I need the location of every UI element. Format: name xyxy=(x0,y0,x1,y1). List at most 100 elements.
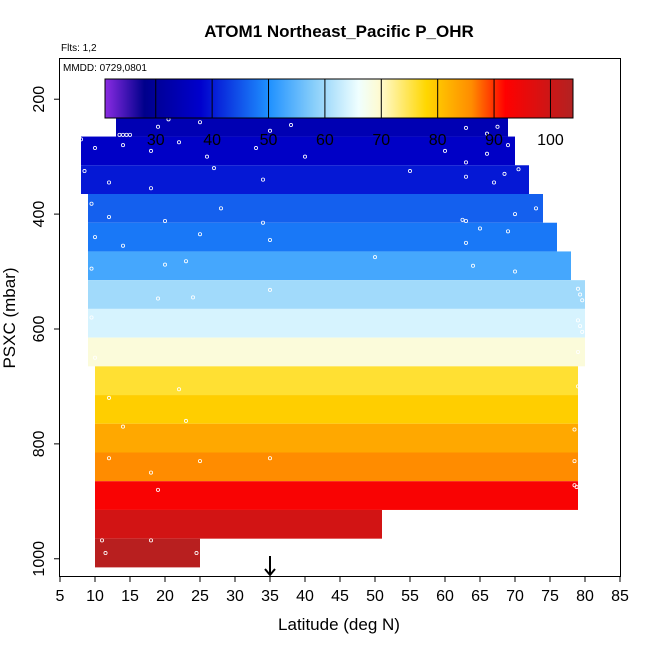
sample-point xyxy=(155,296,160,301)
marker-head xyxy=(264,568,276,577)
colorbar-tick-label: 60 xyxy=(316,132,334,149)
latitude-marker-arrow xyxy=(264,556,276,577)
sample-point xyxy=(93,146,98,151)
colorbar-tick-label: 30 xyxy=(147,132,165,149)
sample-point xyxy=(155,487,160,492)
x-axis-label: Latitude (deg N) xyxy=(278,615,400,634)
sample-point xyxy=(89,201,94,206)
sample-point xyxy=(107,456,112,461)
sample-point xyxy=(578,292,583,297)
sample-point xyxy=(267,456,272,461)
sample-point xyxy=(477,226,482,231)
sample-point xyxy=(491,180,496,185)
sample-point xyxy=(267,287,272,292)
x-tick-label: 15 xyxy=(121,588,139,605)
heatmap-row-8 xyxy=(88,308,585,338)
sample-point xyxy=(267,128,272,133)
colorbar-gradient xyxy=(104,78,574,119)
sample-point xyxy=(148,470,153,475)
sample-point xyxy=(267,237,272,242)
x-tick-label: 30 xyxy=(226,588,244,605)
heatmap-row-16 xyxy=(95,538,200,568)
sample-point xyxy=(162,218,167,223)
sample-point xyxy=(162,262,167,267)
x-tick-label: 25 xyxy=(191,588,209,605)
sample-point xyxy=(463,160,468,165)
sample-point xyxy=(442,148,447,153)
heatmap-row-13 xyxy=(95,452,578,482)
y-axis: 200 400 600 800 1000 xyxy=(31,86,60,577)
x-tick-label: 70 xyxy=(506,588,524,605)
flights-note: Flts: 1,2 xyxy=(61,43,97,54)
sample-point xyxy=(484,131,489,136)
sample-point xyxy=(302,154,307,159)
y-axis-label: PSXC (mbar) xyxy=(0,267,19,368)
colorbar: 30 40 50 60 70 80 90 100 xyxy=(104,78,574,149)
sample-point xyxy=(578,324,583,329)
sample-point xyxy=(260,177,265,182)
chart-title: ATOM1 Northeast_Pacific P_OHR xyxy=(204,22,474,41)
sample-point xyxy=(103,551,108,556)
x-tick-label: 55 xyxy=(401,588,419,605)
sample-point xyxy=(183,418,188,423)
sample-point xyxy=(121,143,126,148)
sample-point xyxy=(463,218,468,223)
y-tick-label: 600 xyxy=(31,316,48,343)
sample-point xyxy=(580,298,585,303)
sample-point xyxy=(89,315,94,320)
colorbar-tick-label: 100 xyxy=(537,132,564,149)
sample-point xyxy=(505,229,510,234)
heatmap-row-10 xyxy=(95,366,578,396)
sample-point xyxy=(148,186,153,191)
heatmap-row-9 xyxy=(88,337,585,367)
sample-point xyxy=(513,269,518,274)
colorbar-tick-label: 50 xyxy=(260,132,278,149)
sample-point xyxy=(505,143,510,148)
sample-point xyxy=(576,349,581,354)
sample-point xyxy=(79,137,84,142)
sample-point xyxy=(534,206,539,211)
sample-point xyxy=(288,123,293,128)
x-tick-label: 20 xyxy=(156,588,174,605)
sample-point xyxy=(574,484,579,489)
sample-point xyxy=(513,212,518,217)
sample-point xyxy=(516,167,521,172)
sample-point xyxy=(89,266,94,271)
sample-point xyxy=(463,240,468,245)
heatmap-row-6 xyxy=(88,251,571,281)
colorbar-tick-label: 70 xyxy=(372,132,390,149)
sample-point xyxy=(197,459,202,464)
heatmap-row-11 xyxy=(95,395,578,424)
x-tick-label: 85 xyxy=(611,588,629,605)
sample-point xyxy=(253,146,258,151)
sample-point xyxy=(211,166,216,171)
sample-point xyxy=(155,124,160,129)
sample-point xyxy=(407,169,412,174)
sample-point xyxy=(460,217,465,222)
sample-point xyxy=(176,140,181,145)
heatmap-row-4 xyxy=(88,193,543,223)
date-note: MMDD: 0729,0801 xyxy=(63,63,147,74)
sample-point xyxy=(107,180,112,185)
sample-point xyxy=(576,286,581,291)
sample-point xyxy=(372,255,377,260)
sample-point xyxy=(580,329,585,334)
x-tick-label: 75 xyxy=(541,588,559,605)
sample-point xyxy=(576,384,581,389)
sample-point xyxy=(127,132,132,137)
sample-point xyxy=(495,124,500,129)
sample-point xyxy=(93,355,98,360)
sample-point xyxy=(204,154,209,159)
sample-point xyxy=(148,538,153,543)
sample-point xyxy=(576,318,581,323)
x-tick-label: 50 xyxy=(366,588,384,605)
heatmap-row-3 xyxy=(81,165,529,194)
x-tick-label: 45 xyxy=(331,588,349,605)
heatmap-row-7 xyxy=(88,280,585,309)
sample-point xyxy=(176,387,181,392)
sample-point xyxy=(572,427,577,432)
y-tick-label: 1000 xyxy=(31,541,48,577)
x-tick-label: 35 xyxy=(261,588,279,605)
heatmap-row-2 xyxy=(81,136,515,166)
